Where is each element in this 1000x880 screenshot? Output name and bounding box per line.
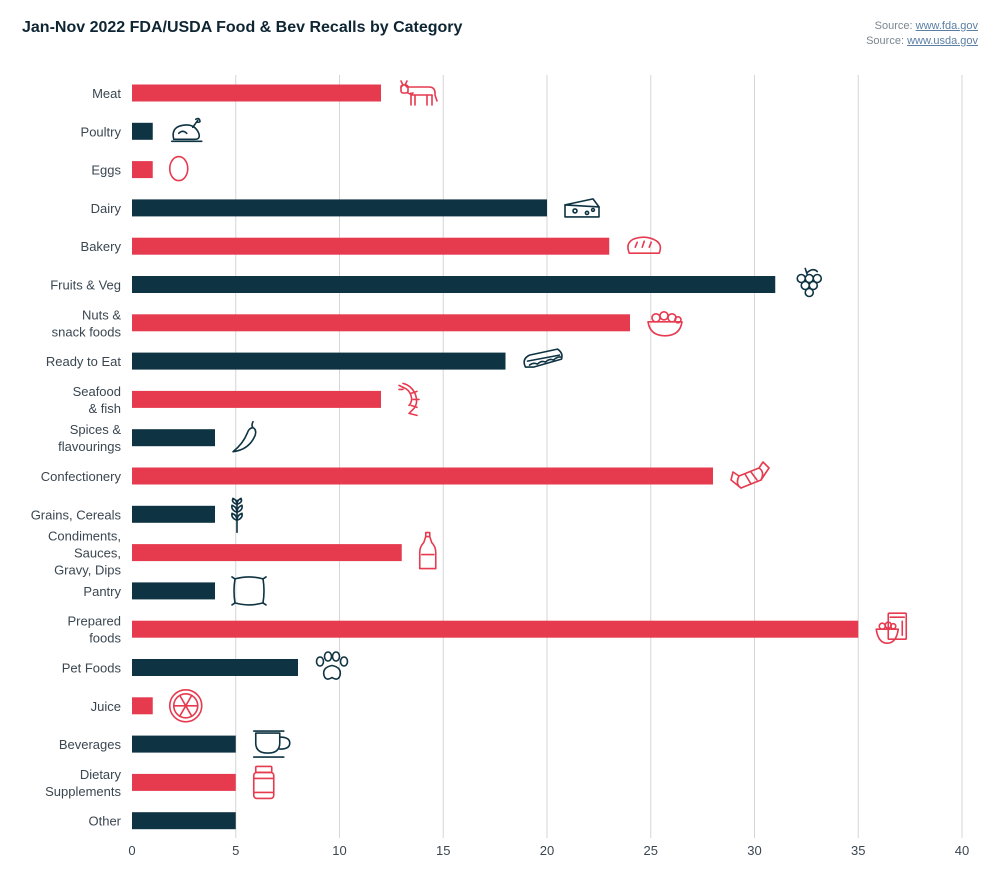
bar-poultry [132,122,153,140]
citrus-slice-icon [168,688,203,723]
cereal-box-icon [875,612,908,645]
sandwich-icon [523,348,563,368]
category-icons [168,80,908,800]
x-tick-label: 15 [436,843,450,858]
bar-ready-to-eat [132,352,506,370]
bar-dietary-supplements [132,773,236,791]
source-line-usda: Source: www.usda.gov [866,34,978,49]
shrimp-icon [398,382,420,417]
chili-icon [232,420,257,453]
x-tick-label: 0 [128,843,135,858]
bar-grains-cereals [132,505,215,523]
bar-other [132,812,236,830]
chart-title: Jan-Nov 2022 FDA/USDA Food & Bev Recalls… [22,19,463,36]
sauce-bottle-icon [418,531,437,570]
flour-sack-icon [231,576,267,606]
x-tick-label: 5 [232,843,239,858]
x-tick-label: 30 [747,843,761,858]
source-credits: Source: www.fda.gov Source: www.usda.gov [866,19,978,49]
category-label: Meat [92,86,121,101]
category-label: Beverages [59,737,122,752]
bar-spices-flavourings [132,429,215,447]
category-label: Poultry [81,124,122,139]
category-label: Dietary Supplements [45,767,121,799]
supplement-jar-icon [252,765,275,800]
bars [132,84,859,830]
source-prefix: Source: [874,20,916,32]
grapes-icon [796,267,823,298]
category-label: Ready to Eat [46,354,122,369]
bar-meat [132,84,381,102]
bar-nuts-snack-foods [132,314,630,332]
bar-dairy [132,199,547,217]
category-label: Eggs [91,163,121,178]
category-label: Pantry [83,584,121,599]
bar-juice [132,697,153,715]
bar-prepared-foods [132,620,859,638]
category-label: Juice [91,699,121,714]
x-tick-label: 20 [540,843,554,858]
cow-icon [400,80,438,106]
bar-seafood-fish [132,390,381,408]
category-label: Confectionery [41,469,122,484]
candy-icon [730,461,770,489]
bar-pantry [132,582,215,600]
category-label: Dairy [91,201,122,216]
cheese-icon [564,198,600,218]
bar-bakery [132,237,610,255]
source-line-fda: Source: www.fda.gov [866,19,978,34]
roast-chicken-icon [170,117,203,143]
category-label: Condiments, Sauces, Gravy, Dips [48,529,121,578]
source-prefix: Source: [866,35,908,47]
snack-bowl-icon [647,310,683,337]
bar-fruits-veg [132,276,776,293]
category-label: Prepared foods [68,614,122,646]
category-label: Nuts & snack foods [52,307,122,339]
x-tick-label: 35 [851,843,865,858]
x-tick-label: 25 [644,843,658,858]
x-tick-label: 40 [955,843,969,858]
paw-icon [315,651,349,680]
fda-link[interactable]: www.fda.gov [915,20,978,32]
egg-icon [168,155,189,182]
bar-condiments-sauces-gravy-dips [132,544,402,562]
bread-icon [627,236,662,254]
x-tick-label: 10 [332,843,346,858]
coffee-cup-icon [252,730,291,758]
bar-pet-foods [132,659,298,676]
category-label: Bakery [81,239,122,254]
category-label: Pet Foods [62,661,122,676]
category-label: Spices & flavourings [58,422,121,454]
category-label: Seafood & fish [73,384,121,416]
bar-eggs [132,161,153,179]
wheat-icon [231,497,243,534]
bar-confectionery [132,467,713,485]
category-label: Grains, Cereals [31,507,122,522]
category-label: Fruits & Veg [50,278,121,293]
gridlines [235,75,963,838]
bar-beverages [132,735,236,753]
x-axis-ticks: 0 5 10 15 20 25 30 35 40 [128,843,969,858]
category-labels: Meat Poultry Eggs Dairy Bakery Fruits & Veg Nu… [31,86,122,829]
usda-link[interactable]: www.usda.gov [907,35,978,47]
category-label: Other [88,814,121,829]
